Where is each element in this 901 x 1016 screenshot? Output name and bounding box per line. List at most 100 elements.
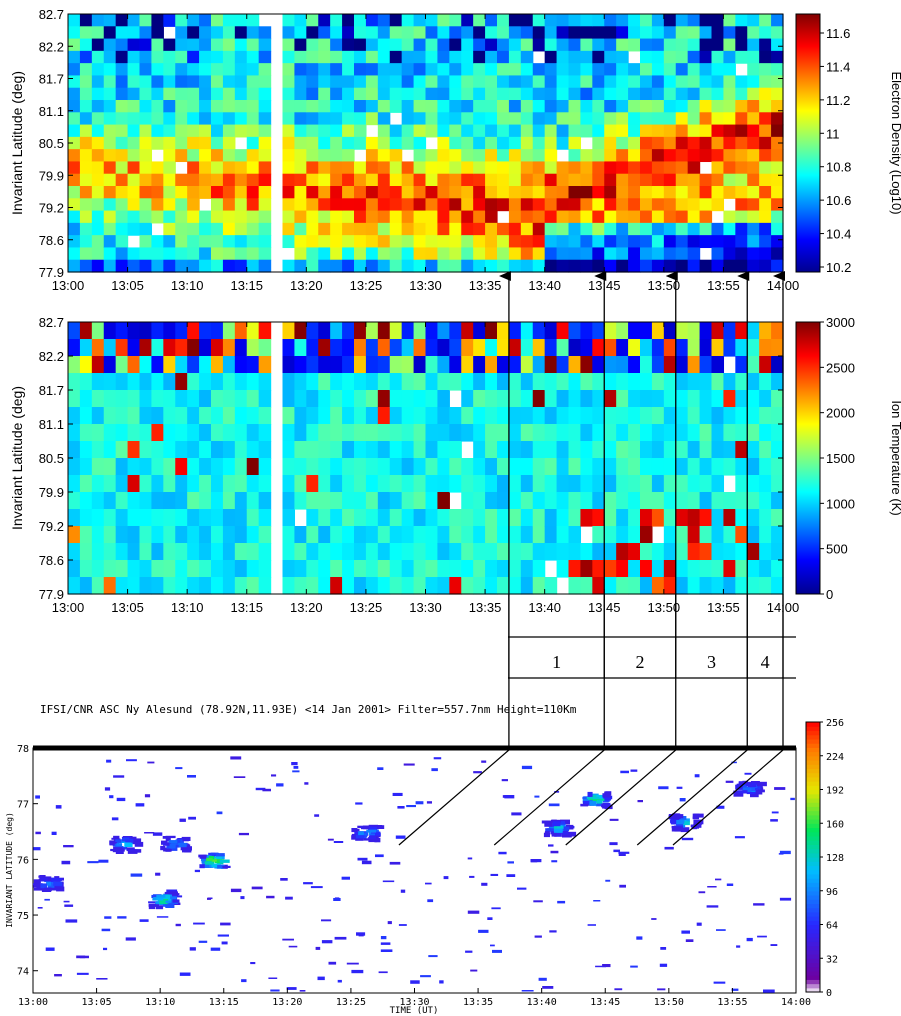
heatmap-cell	[282, 235, 296, 249]
heatmap-cell	[437, 526, 450, 544]
heatmap-cell	[401, 173, 415, 187]
heatmap-cell	[747, 390, 760, 408]
heatmap-cell	[318, 186, 331, 199]
heatmap-cell	[365, 322, 379, 340]
colorbar-step	[806, 945, 820, 951]
heatmap-cell	[377, 63, 391, 77]
heatmap-cell	[163, 577, 176, 595]
heatmap-cell	[651, 458, 665, 476]
heatmap-cell	[306, 210, 319, 224]
heatmap-cell	[544, 322, 558, 340]
keogram-emission	[159, 900, 168, 905]
heatmap-cell	[508, 560, 522, 578]
heatmap-cell	[151, 75, 164, 89]
heatmap-cell	[675, 259, 689, 273]
heatmap-cell	[508, 577, 522, 595]
heatmap-cell	[306, 38, 319, 52]
heatmap-cell	[723, 112, 736, 126]
heatmap-cell	[425, 492, 439, 510]
heatmap-cell	[628, 198, 641, 212]
y-tick-label: 80.5	[39, 136, 64, 151]
heatmap-cell	[282, 63, 296, 77]
keogram-noise	[187, 775, 196, 778]
heatmap-cell	[365, 577, 379, 595]
heatmap-cell	[556, 198, 570, 212]
heatmap-cell	[175, 124, 188, 138]
keogram-noise	[380, 942, 391, 945]
heatmap-cell	[258, 75, 272, 89]
heatmap-cell	[663, 543, 677, 561]
heatmap-cell	[759, 136, 772, 150]
heatmap-cell	[151, 322, 164, 340]
heatmap-cell	[497, 424, 510, 442]
heatmap-cell	[282, 475, 296, 493]
heatmap-cell	[222, 339, 236, 357]
heatmap-cell	[258, 38, 272, 52]
keogram-noise	[507, 861, 514, 864]
heatmap-cell	[604, 247, 617, 261]
heatmap-cell	[723, 222, 736, 236]
heatmap-cell	[485, 322, 498, 340]
x-tick-label: 13:05	[111, 600, 144, 615]
heatmap-cell	[211, 424, 224, 442]
colorbar-tick-label: 11.4	[826, 59, 850, 74]
heatmap-cell	[413, 38, 427, 52]
heatmap-cell	[163, 14, 176, 27]
heatmap-cell	[211, 322, 224, 340]
keogram-noise	[96, 978, 108, 980]
heatmap-cell	[711, 14, 725, 27]
heatmap-cell	[568, 259, 582, 273]
heatmap-cell	[175, 356, 188, 374]
heatmap-cell	[365, 356, 379, 374]
heatmap-cell	[449, 63, 462, 77]
heatmap-cell	[68, 247, 81, 261]
heatmap-cell	[592, 475, 605, 493]
keogram-noise	[618, 852, 626, 856]
connector-slant	[565, 749, 677, 846]
heatmap-cell	[91, 186, 105, 199]
heatmap-cell	[282, 38, 296, 52]
heatmap-cell	[127, 210, 141, 224]
heatmap-cell	[663, 75, 677, 89]
heatmap-cell	[377, 259, 391, 273]
heatmap-cell	[103, 235, 117, 249]
heatmap-cell	[520, 424, 534, 442]
keogram-emission	[115, 839, 125, 843]
heatmap-cell	[354, 492, 367, 510]
heatmap-cell	[377, 112, 391, 126]
heatmap-cell	[449, 247, 462, 261]
heatmap-cell	[187, 235, 200, 249]
heatmap-cell	[604, 390, 617, 408]
heatmap-cell	[151, 112, 164, 126]
keogram-noise	[664, 846, 674, 850]
heatmap-cell	[556, 112, 570, 126]
heatmap-cell	[556, 136, 570, 150]
heatmap-cell	[354, 38, 367, 52]
keogram-noise	[152, 832, 163, 836]
colorbar-tick-label: 10.8	[826, 160, 851, 175]
heatmap-cell	[771, 222, 784, 236]
heatmap-cell	[580, 577, 593, 595]
heatmap-cell	[377, 100, 391, 113]
heatmap-cell	[127, 458, 141, 476]
heatmap-cell	[604, 509, 617, 527]
heatmap-cell	[485, 173, 498, 187]
heatmap-cell	[580, 173, 593, 187]
heatmap-cell	[306, 390, 319, 408]
keogram-noise	[166, 889, 178, 893]
heatmap-cell	[592, 38, 605, 52]
heatmap-cell	[234, 560, 248, 578]
y-tick-label: 82.7	[39, 7, 64, 22]
heatmap-cell	[199, 38, 212, 52]
heatmap-cell	[473, 136, 486, 150]
heatmap-cell	[389, 75, 403, 89]
heatmap-cell	[628, 492, 641, 510]
heatmap-cell	[127, 14, 141, 27]
heatmap-cell	[365, 339, 379, 357]
heatmap-cell	[544, 161, 558, 175]
keogram-ticks: 13:00 13:05 13:10 13:15 13:20 13:25 13:30 13:35…	[17, 744, 811, 1008]
heatmap-cell	[377, 87, 391, 101]
heatmap-cell	[234, 124, 248, 138]
heatmap-cell	[640, 259, 653, 273]
